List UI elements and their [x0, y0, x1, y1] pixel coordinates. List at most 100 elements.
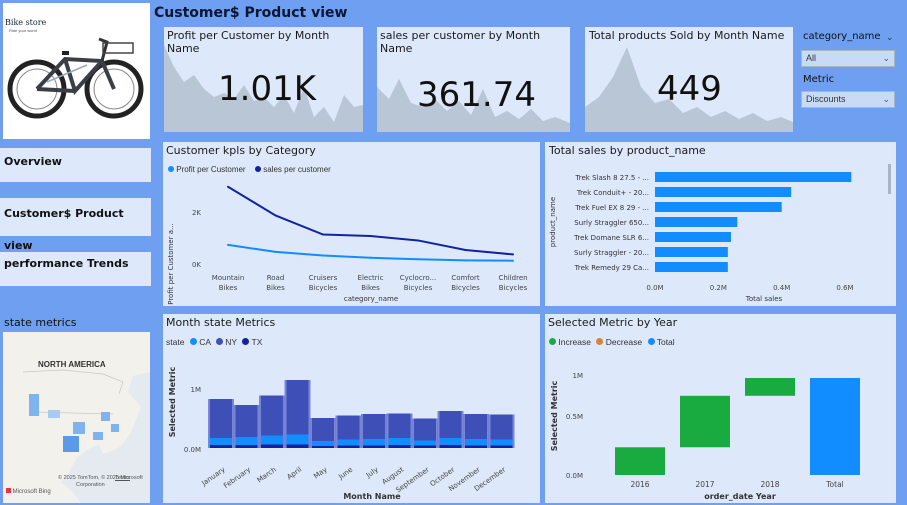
stack-segment[interactable] [414, 418, 436, 441]
waterfall-chart[interactable]: Selected Metric 1M 0.5M 0.0M 2016 2017 201… [545, 314, 896, 503]
stack-segment[interactable] [465, 439, 487, 446]
x-tick-label: 2018 [760, 480, 779, 489]
kpi-sparkline [164, 45, 363, 132]
nav-performance-trends[interactable]: performance Trends [0, 252, 151, 286]
map-terms-link[interactable]: Terms [115, 475, 130, 481]
line-point[interactable] [464, 259, 467, 262]
stack-segment[interactable] [490, 414, 513, 440]
map-region-label: NORTH AMERICA [38, 360, 106, 369]
line-point[interactable] [227, 243, 229, 246]
line-point[interactable] [417, 258, 419, 261]
x-axis-label: order_date Year [704, 492, 776, 501]
stack-segment[interactable] [235, 437, 258, 445]
stack-segment[interactable] [235, 405, 258, 437]
kpls-line-chart[interactable]: Profit per Customer a... 2K 0K Mountain B… [163, 142, 540, 306]
legend-label: Total [656, 337, 675, 347]
kpi-total-products-sold: Total products Sold by Month Name 449 [585, 27, 793, 132]
stack-segment[interactable] [465, 414, 487, 439]
stack-segment[interactable] [388, 445, 411, 448]
line-point[interactable] [274, 214, 277, 217]
stack-segment[interactable] [210, 438, 232, 445]
map-credit-line: © 2025 TomTom, © 2025 Microsoft [58, 475, 143, 481]
stack-segment[interactable] [363, 414, 385, 439]
line-point[interactable] [417, 239, 419, 242]
nav-overview[interactable]: Overview [0, 148, 151, 182]
bar[interactable] [655, 172, 852, 182]
category-collapse-icon[interactable]: ⌄ [886, 32, 894, 42]
y-tick-label: Trek Conduit+ - 20... [576, 189, 649, 197]
stack-segment[interactable] [414, 445, 436, 449]
kpi-title: sales per customer by Month Name [380, 29, 550, 55]
stack-segment[interactable] [388, 413, 411, 439]
stack-segment[interactable] [337, 445, 360, 449]
x-axis-label: category_name [344, 295, 398, 303]
stack-segment[interactable] [286, 444, 309, 449]
stack-segment[interactable] [286, 380, 309, 435]
line-point[interactable] [322, 233, 324, 236]
y-tick-label: 0.5M [566, 413, 583, 421]
x-tick-label: Bicycles [499, 284, 528, 292]
total-bar[interactable] [810, 377, 860, 475]
stack-segment[interactable] [363, 445, 385, 449]
stack-segment[interactable] [337, 439, 360, 446]
stack-segment[interactable] [286, 434, 309, 445]
legend-dot-icon [647, 338, 655, 345]
bing-logo: Microsoft Bing [6, 488, 51, 495]
increase-bar[interactable] [680, 395, 730, 448]
metric-dropdown[interactable]: Discounts ⌄ [801, 91, 895, 108]
increase-bar[interactable] [615, 447, 665, 475]
increase-bar[interactable] [745, 377, 795, 396]
stack-segment[interactable] [439, 445, 462, 448]
stack-segment[interactable] [235, 445, 258, 448]
stack-segment[interactable] [490, 439, 513, 446]
x-tick-label: Mountain [212, 274, 245, 282]
stack-segment[interactable] [261, 444, 283, 449]
bar[interactable] [655, 262, 728, 272]
line-point[interactable] [322, 254, 324, 257]
chart-title: Selected Metric by Year [548, 316, 678, 329]
stack-segment[interactable] [439, 438, 462, 445]
stack-segment[interactable] [210, 399, 232, 438]
stack-segment[interactable] [312, 446, 334, 448]
stack-segment[interactable] [490, 445, 513, 449]
stack-segment[interactable] [337, 415, 360, 440]
stack-segment[interactable] [312, 418, 334, 441]
line-point[interactable] [512, 253, 514, 256]
line-point[interactable] [512, 259, 514, 262]
category-dropdown[interactable]: All ⌄ [801, 50, 895, 67]
scrollbar[interactable] [888, 164, 891, 194]
nav-customer-product-view[interactable]: Customer$ Product view [0, 198, 151, 252]
bar[interactable] [655, 202, 782, 212]
legend-label: Increase [558, 337, 591, 347]
bar[interactable] [655, 217, 738, 227]
stack-segment[interactable] [388, 438, 411, 445]
stack-segment[interactable] [210, 445, 232, 448]
line-point[interactable] [227, 185, 229, 188]
legend-dot-icon [549, 338, 556, 345]
kpls-chart-card: Customer kpls by Category Profit per Cus… [163, 142, 540, 306]
state-metrics-map[interactable]: NORTH AMERICA © 2025 TomTom, © 2025 Micr… [3, 332, 150, 503]
x-tick-label: February [222, 466, 252, 490]
line-point[interactable] [369, 256, 372, 259]
stack-segment[interactable] [261, 395, 283, 436]
chevron-down-icon: ⌄ [882, 94, 890, 104]
legend-item-sales: sales per customer [255, 165, 331, 174]
stack-segment[interactable] [465, 445, 487, 449]
stack-segment[interactable] [414, 440, 436, 446]
kpi-sparkline [377, 79, 570, 132]
bar[interactable] [655, 187, 792, 197]
x-tick-label: Bikes [266, 284, 285, 292]
bar[interactable] [655, 247, 728, 257]
sales-bar-chart[interactable]: product_name Trek Slash 8 27.5 - ... Trek… [545, 142, 896, 306]
stack-segment[interactable] [439, 411, 462, 438]
stack-segment[interactable] [363, 439, 385, 446]
line-series-2[interactable] [227, 185, 514, 256]
line-point[interactable] [464, 249, 467, 252]
legend-title: state [166, 337, 185, 347]
line-point[interactable] [369, 235, 372, 238]
bar[interactable] [655, 232, 731, 242]
line-point[interactable] [274, 250, 277, 253]
stack-segment[interactable] [312, 441, 334, 446]
stack-segment[interactable] [261, 435, 283, 445]
